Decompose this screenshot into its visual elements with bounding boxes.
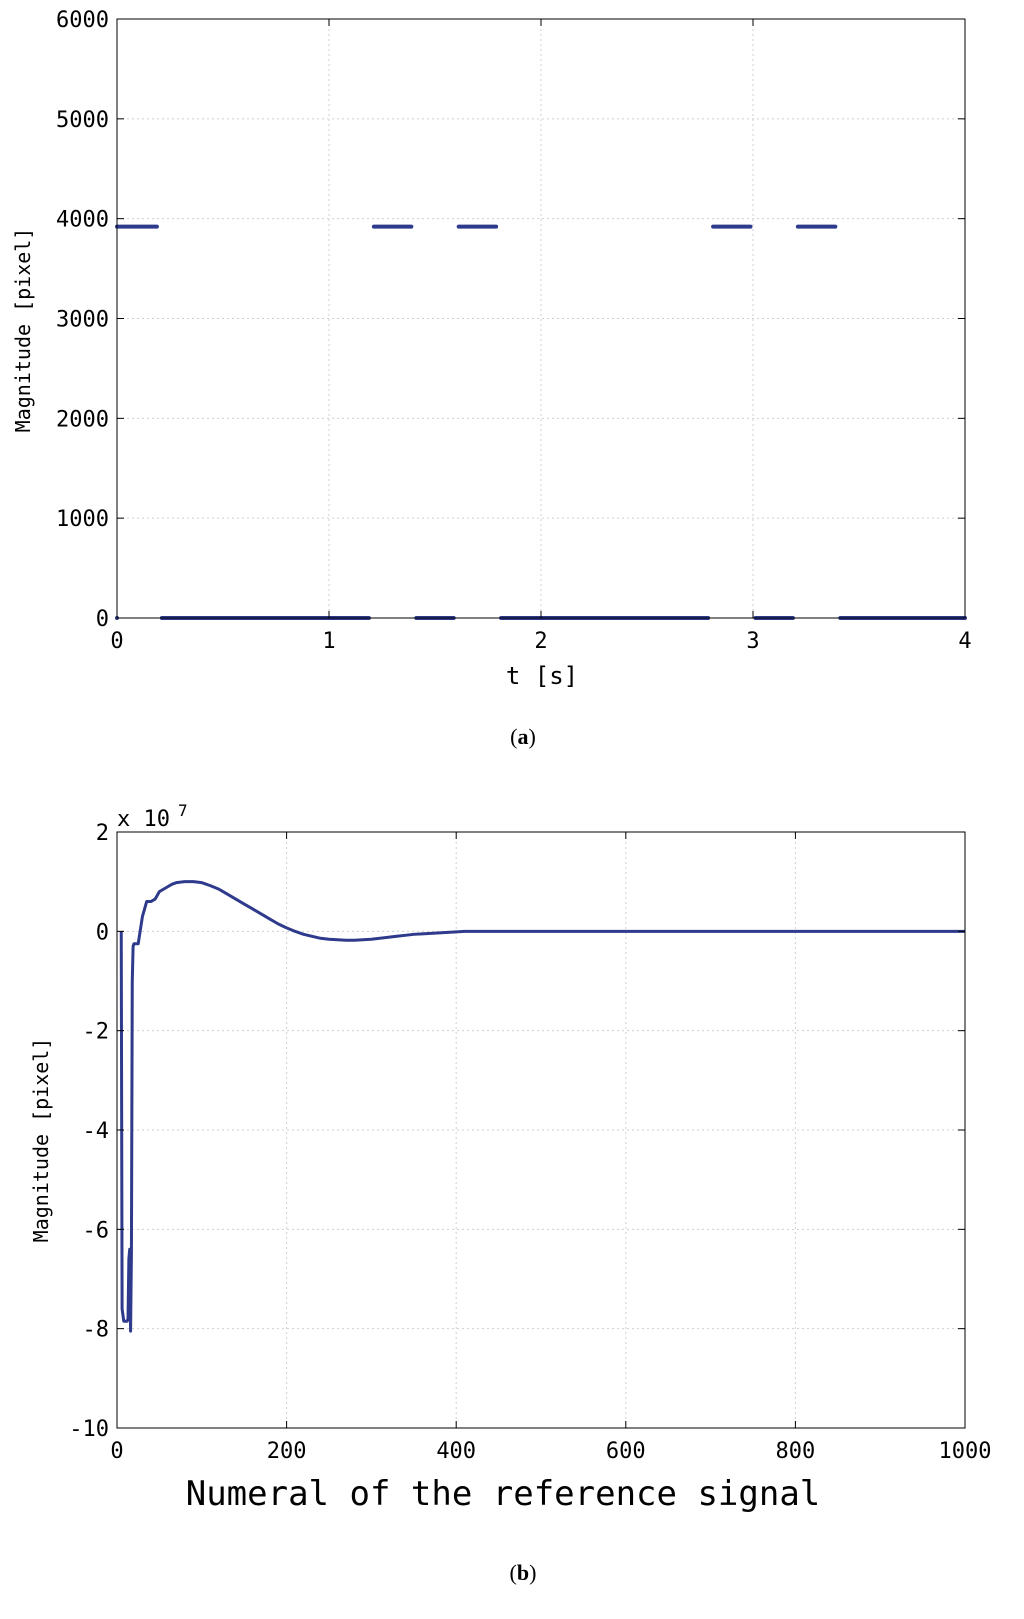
y-tick-label: 6000 <box>56 8 109 33</box>
y-tick-label: -8 <box>83 1318 110 1343</box>
x-tick-label: 0 <box>110 1439 123 1464</box>
y-tick-label: -2 <box>83 1020 110 1045</box>
y-tick-label: 3000 <box>56 308 109 333</box>
scale-base-b: x 10 <box>117 807 170 832</box>
grid-b <box>117 832 965 1428</box>
y-axis-label-a: Magnitude [pixel] <box>11 228 35 433</box>
y-tick-label: 1000 <box>56 507 109 532</box>
tick-labels-a: 0 1 2 3 4 0 1000 2000 3000 4000 5000 6000 <box>56 8 972 654</box>
caption-a: (a) <box>510 724 536 749</box>
y-tick-label: 2 <box>96 821 109 846</box>
x-tick-label: 1 <box>322 629 335 654</box>
x-axis-label-a: t [s] <box>506 662 578 690</box>
y-tick-label: 5000 <box>56 108 109 133</box>
series-line <box>119 880 965 1333</box>
scale-factor-b: x 10 7 <box>117 801 188 832</box>
tick-labels-b: 0 200 400 600 800 1000 -10 -8 -6 -4 -2 0 2 <box>69 821 991 1464</box>
caption-b: (b) <box>510 1560 537 1585</box>
x-tick-label: 200 <box>267 1439 307 1464</box>
x-tick-label: 2 <box>534 629 547 654</box>
x-tick-label: 4 <box>958 629 971 654</box>
caption-letter-b: b <box>517 1560 529 1585</box>
plot-series-a <box>115 224 967 620</box>
plot-series-b <box>119 880 965 1333</box>
y-tick-label: 0 <box>96 920 109 945</box>
x-tick-label: 0 <box>110 629 123 654</box>
x-tick-label: 800 <box>776 1439 816 1464</box>
caption-letter-a: a <box>518 724 529 749</box>
chart-panel-a: 0 1 2 3 4 0 1000 2000 3000 4000 5000 6000 t [s] Mag… <box>11 8 972 749</box>
y-tick-label: -6 <box>83 1218 110 1243</box>
x-tick-label: 1000 <box>939 1439 992 1464</box>
grid-a <box>117 19 965 618</box>
y-tick-label: 2000 <box>56 407 109 432</box>
x-tick-label: 400 <box>436 1439 476 1464</box>
y-tick-label: 0 <box>96 607 109 632</box>
y-tick-label: -4 <box>83 1119 110 1144</box>
scale-exponent-b: 7 <box>178 801 188 820</box>
x-tick-label: 3 <box>746 629 759 654</box>
x-axis-label-b: Numeral of the reference signal <box>186 1474 821 1514</box>
y-tick-label: -10 <box>69 1417 109 1442</box>
y-tick-label: 4000 <box>56 208 109 233</box>
chart-panel-b: 0 200 400 600 800 1000 -10 -8 -6 -4 -2 0 2 x 10 7 Num… <box>29 801 991 1585</box>
y-axis-label-b: Magnitude [pixel] <box>29 1038 53 1243</box>
x-tick-label: 600 <box>606 1439 646 1464</box>
